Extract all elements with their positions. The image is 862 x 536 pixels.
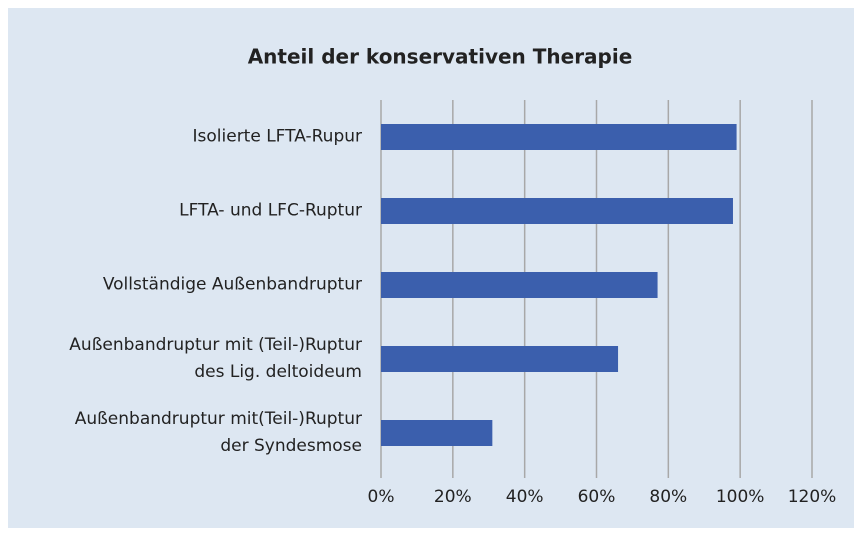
x-tick-label: 100%	[716, 487, 765, 507]
y-tick-label: LFTA- und LFC-Ruptur	[179, 200, 362, 221]
x-tick-label: 40%	[506, 487, 544, 507]
chart-title: Anteil der konservativen Therapie	[248, 45, 633, 69]
x-tick-label: 60%	[578, 487, 616, 507]
x-tick-label: 80%	[649, 487, 687, 507]
x-tick-label: 20%	[434, 487, 472, 507]
y-tick-label: Vollständige Außenbandruptur	[102, 274, 362, 295]
bar	[381, 346, 619, 372]
y-tick-label: Außenbandruptur mit (Teil-)Ruptur des Li…	[69, 335, 362, 382]
bar	[381, 198, 733, 224]
x-tick-label: 120%	[788, 487, 837, 507]
x-tick-label: 0%	[368, 487, 395, 507]
bar	[381, 420, 493, 446]
bar	[381, 124, 737, 150]
bar	[381, 272, 658, 298]
y-tick-label: Außenbandruptur mit(Teil-)Ruptur der Syn…	[74, 409, 362, 456]
y-tick-label: Isolierte LFTA-Rupur	[192, 126, 362, 147]
